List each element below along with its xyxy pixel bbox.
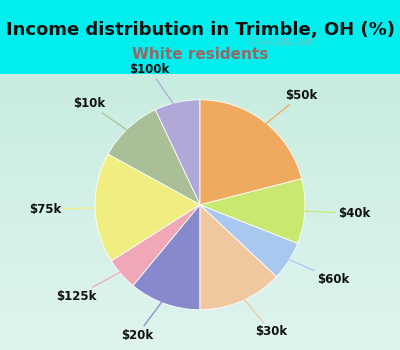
Text: $75k: $75k <box>29 203 103 216</box>
Text: $30k: $30k <box>239 294 287 338</box>
Text: $125k: $125k <box>56 268 127 303</box>
Wedge shape <box>200 100 302 205</box>
Wedge shape <box>108 110 200 205</box>
Text: City-Data.com: City-Data.com <box>247 37 317 47</box>
Text: $40k: $40k <box>297 207 370 220</box>
Text: Income distribution in Trimble, OH (%): Income distribution in Trimble, OH (%) <box>6 21 394 39</box>
Text: $100k: $100k <box>130 63 178 110</box>
Text: White residents: White residents <box>132 47 268 62</box>
Wedge shape <box>95 154 200 261</box>
Wedge shape <box>111 205 200 286</box>
Wedge shape <box>133 205 200 310</box>
Wedge shape <box>200 205 298 276</box>
Text: $10k: $10k <box>73 97 133 134</box>
Wedge shape <box>200 205 276 310</box>
Wedge shape <box>200 178 305 243</box>
Text: $50k: $50k <box>260 89 317 128</box>
Text: $20k: $20k <box>121 296 166 342</box>
Wedge shape <box>155 100 200 205</box>
Text: $60k: $60k <box>282 257 349 286</box>
